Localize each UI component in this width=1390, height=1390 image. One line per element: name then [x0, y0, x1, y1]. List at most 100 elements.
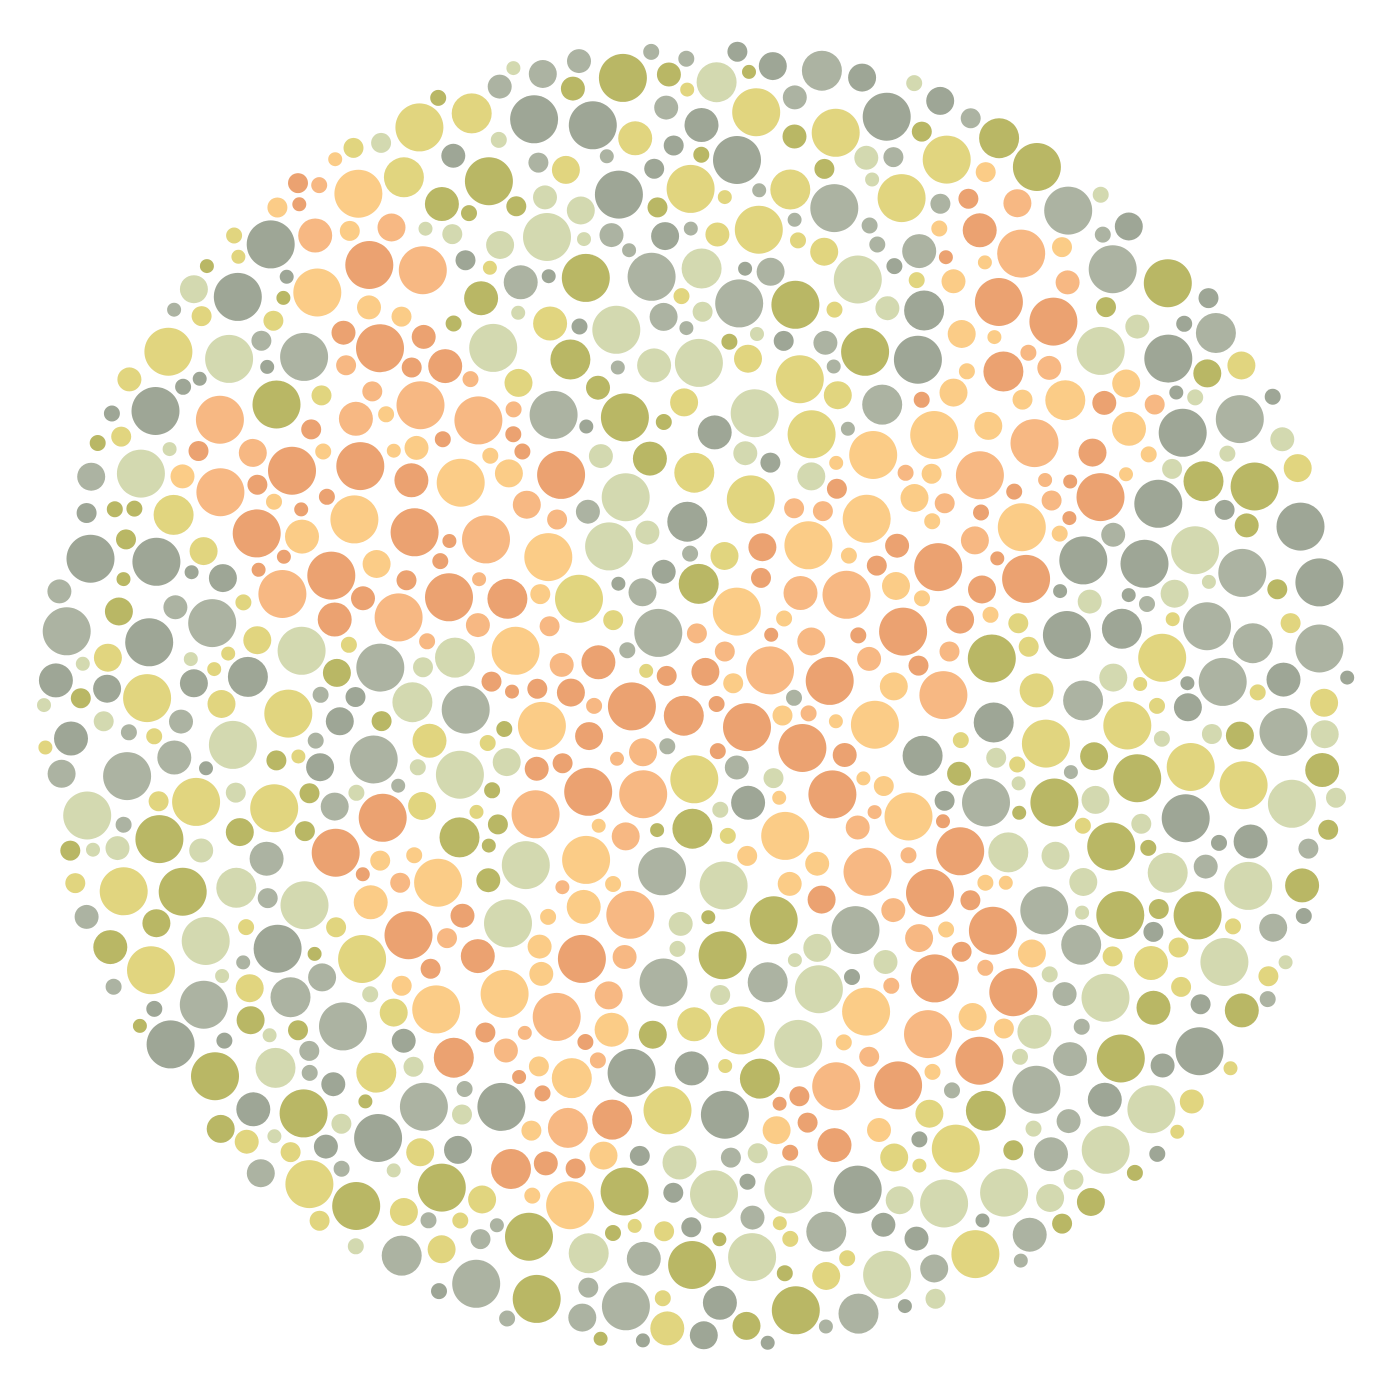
figure-dot [879, 607, 928, 656]
ground-dot [383, 157, 424, 198]
ground-dot [533, 306, 568, 341]
figure-dot [840, 547, 857, 564]
ground-dot [967, 634, 1016, 683]
ground-dot [902, 234, 937, 269]
figure-dot [532, 992, 581, 1041]
ground-dot [611, 576, 626, 591]
ground-dot [654, 1290, 671, 1307]
figure-dot [800, 705, 817, 722]
ground-dot [790, 232, 806, 249]
figure-dot [784, 498, 805, 519]
ground-dot [38, 740, 53, 755]
ground-dot [1012, 1048, 1028, 1065]
ground-dot [883, 147, 904, 168]
ground-dot [331, 1113, 352, 1134]
figure-dot [555, 880, 570, 895]
figure-dot [1076, 473, 1125, 522]
figure-dot [404, 435, 429, 460]
ground-dot [803, 933, 832, 962]
figure-dot [298, 218, 333, 253]
figure-dot [610, 751, 624, 766]
ground-dot [567, 49, 591, 74]
ground-dot [487, 74, 512, 99]
ground-dot [904, 290, 945, 331]
figure-dot [826, 478, 847, 499]
ground-dot [797, 462, 826, 491]
ground-dot [270, 977, 311, 1018]
ground-dot [319, 1002, 367, 1051]
ground-dot [862, 92, 911, 141]
ground-dot [826, 301, 843, 318]
ground-dot [1101, 522, 1126, 547]
figure-dot [1144, 394, 1165, 415]
ground-dot [902, 735, 943, 776]
ground-dot [307, 946, 322, 961]
ground-dot [455, 250, 476, 271]
ground-dot [117, 367, 142, 392]
ground-dot [771, 1286, 820, 1335]
ground-dot [632, 441, 667, 476]
ground-dot [960, 108, 981, 129]
ground-dot [93, 674, 122, 703]
ground-dot [371, 711, 392, 732]
ground-dot [435, 637, 475, 678]
figure-dot [955, 451, 1004, 500]
ground-dot [1076, 1188, 1105, 1216]
ground-dot [505, 1212, 553, 1261]
ground-dot [386, 1163, 401, 1178]
ground-dot [1069, 868, 1098, 896]
ground-dot [1295, 624, 1344, 673]
figure-dot [1037, 355, 1062, 380]
ground-dot [1044, 186, 1093, 235]
ground-dot [358, 1094, 373, 1109]
figure-dot [1045, 380, 1086, 421]
ground-dot [451, 93, 492, 134]
ground-dot [1019, 673, 1054, 708]
ground-dot [733, 441, 758, 466]
ground-dot [635, 1333, 650, 1348]
figure-dot [328, 152, 343, 167]
figure-dot [425, 573, 473, 622]
figure-dot [552, 753, 573, 774]
figure-dots [170, 152, 1165, 1230]
ground-dot [672, 808, 713, 849]
figure-dot [605, 876, 622, 892]
ground-dot [188, 599, 237, 648]
ground-dot [1052, 1213, 1073, 1234]
ground-dot [739, 1058, 780, 1099]
figure-dot [436, 458, 485, 507]
figure-dot [547, 509, 568, 530]
ground-dot [773, 330, 794, 351]
ground-dot [988, 832, 1029, 873]
ground-dot [600, 393, 649, 442]
ground-dot [503, 265, 538, 300]
ground-dot [93, 711, 114, 732]
ground-dot [681, 248, 722, 289]
ground-dot [814, 158, 835, 179]
ground-dot [1278, 955, 1293, 970]
ground-dot [409, 759, 426, 776]
ground-dots [37, 41, 1355, 1350]
figure-dot [480, 969, 529, 1018]
ground-dot [1075, 905, 1090, 920]
ground-dot [142, 909, 171, 938]
ground-dot [560, 76, 585, 101]
figure-dot [866, 555, 887, 576]
ground-dot [533, 185, 557, 210]
ground-dot [760, 452, 781, 473]
figure-dot [686, 623, 707, 644]
figure-dot [975, 162, 996, 183]
figure-dot [524, 1187, 541, 1204]
ground-dot [669, 940, 686, 957]
ground-dot [861, 217, 878, 234]
ground-dot [1025, 1120, 1042, 1137]
ground-dot [484, 782, 501, 799]
ground-dot [862, 384, 903, 425]
figure-dot [594, 981, 623, 1010]
ground-dot [1034, 1137, 1068, 1172]
ground-dot [1096, 1034, 1145, 1083]
ground-dot [601, 473, 650, 522]
figure-dot [276, 549, 291, 564]
ground-dot [670, 755, 719, 804]
ground-dot [249, 841, 284, 876]
